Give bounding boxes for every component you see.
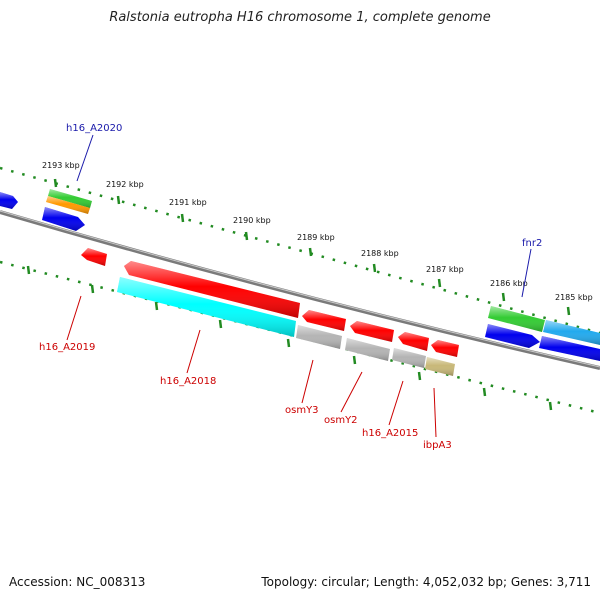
inner-major-tick — [352, 355, 357, 365]
label-osmY3[interactable]: osmY3 — [285, 405, 319, 416]
inner-major-tick — [90, 284, 95, 294]
callout-osmY2 — [340, 371, 363, 413]
gene-osmY2-red[interactable] — [350, 321, 394, 342]
callout-h16-A2020 — [76, 134, 94, 182]
ruler-label-2192: 2192 kbp — [106, 180, 144, 189]
ruler-label-2186: 2186 kbp — [490, 279, 528, 288]
outer-major-tick — [116, 195, 121, 205]
gene-callouts — [66, 134, 532, 438]
outer-major-tick — [308, 247, 313, 257]
outer-major-tick — [437, 278, 442, 288]
outer-tick-ring — [0, 166, 600, 335]
inner-major-tick — [548, 401, 553, 411]
ruler-label-2189: 2189 kbp — [297, 233, 335, 242]
outer-major-tick — [180, 213, 185, 223]
label-fnr2[interactable]: fnr2 — [522, 238, 542, 249]
accession-text: Accession: NC_008313 — [9, 575, 146, 589]
ruler-label-2185: 2185 kbp — [555, 293, 593, 302]
ruler-label-2187: 2187 kbp — [426, 265, 464, 274]
gene-h16-A2015-grey[interactable] — [392, 348, 426, 368]
callout-h16-A2019 — [66, 295, 82, 341]
callout-osmY3 — [301, 359, 314, 404]
inner-major-tick — [218, 319, 223, 329]
inner-major-tick — [26, 265, 31, 275]
gene-h16-A2015-red[interactable] — [398, 332, 429, 351]
genome-summary-text: Topology: circular; Length: 4,052,032 bp… — [261, 575, 591, 589]
ruler-label-2188: 2188 kbp — [361, 249, 399, 258]
ruler-label-2190: 2190 kbp — [233, 216, 271, 225]
gene-ibpA3-khaki[interactable] — [425, 357, 455, 376]
outer-major-tick — [501, 292, 506, 302]
ruler-label-2193: 2193 kbp — [42, 161, 80, 170]
callout-ibpA3 — [433, 387, 437, 438]
label-osmY2[interactable]: osmY2 — [324, 415, 358, 426]
ruler-labels: 2193 kbp 2192 kbp 2191 kbp 2190 kbp 2189… — [42, 161, 593, 302]
outer-major-tick — [244, 231, 249, 241]
inner-major-tick — [482, 387, 487, 397]
gene-h16-A2019[interactable] — [81, 248, 107, 266]
outer-major-tick — [53, 178, 58, 188]
ruler-label-2191: 2191 kbp — [169, 198, 207, 207]
inner-major-tick — [154, 301, 159, 311]
label-h16-A2020[interactable]: h16_A2020 — [66, 123, 122, 134]
gene-labels: h16_A2020 fnr2 h16_A2019 h16_A2018 osmY3… — [39, 123, 542, 451]
outer-major-tick — [372, 263, 377, 273]
gene-blue-edge[interactable] — [0, 192, 18, 209]
label-ibpA3[interactable]: ibpA3 — [423, 440, 452, 451]
callout-h16-A2018 — [186, 329, 201, 374]
callout-fnr2 — [521, 248, 532, 298]
label-h16-A2015[interactable]: h16_A2015 — [362, 428, 418, 439]
genome-backbone — [0, 210, 600, 370]
gene-ibpA3-red[interactable] — [431, 340, 459, 357]
inner-major-tick — [286, 338, 291, 348]
callout-h16-A2015 — [388, 380, 404, 426]
gene-osmY2-grey[interactable] — [345, 338, 390, 361]
map-title: Ralstonia eutropha H16 chromosome 1, com… — [109, 10, 491, 25]
reverse-strand-features — [81, 248, 459, 376]
label-h16-A2019[interactable]: h16_A2019 — [39, 342, 95, 353]
label-h16-A2018[interactable]: h16_A2018 — [160, 376, 216, 387]
inner-major-tick — [417, 371, 422, 381]
outer-major-tick — [566, 306, 571, 316]
